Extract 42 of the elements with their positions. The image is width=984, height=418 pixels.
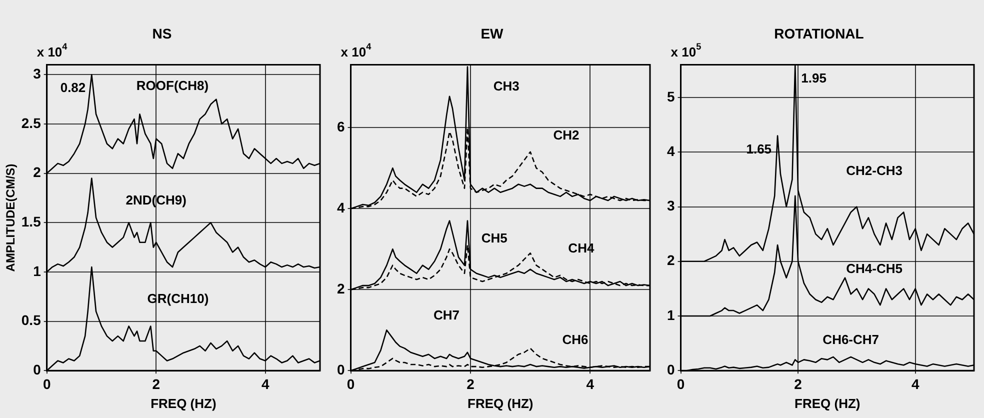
y-tick-label: 1 <box>33 262 42 279</box>
x-tick-label: 4 <box>911 376 920 392</box>
x-tick-label: 0 <box>346 376 355 392</box>
series-label: CH4-CH5 <box>846 261 902 276</box>
x-tick-label: 0 <box>676 376 685 392</box>
y-tick-label: 1 <box>666 306 675 323</box>
y-tick-label: 3 <box>33 66 42 82</box>
y-tick-label: 4 <box>666 143 675 160</box>
text: CH7 <box>434 308 460 322</box>
y-tick-label: 2 <box>666 252 675 268</box>
y-tick-label: 0 <box>336 361 345 378</box>
y-tick-label: 2 <box>33 164 42 180</box>
x-tick-label: 2 <box>794 376 802 392</box>
y-tick-label: 1.5 <box>21 213 42 230</box>
y-tick-label: 0 <box>33 361 42 378</box>
annotation: 1.95 <box>801 70 826 86</box>
y-tick-label: 0.5 <box>21 312 42 328</box>
series-label: CH2 <box>553 127 580 142</box>
chart-title: EW <box>480 25 504 42</box>
y-tick-label: 0 <box>666 361 675 378</box>
series-label: CH6-CH7 <box>822 332 880 348</box>
text: CH2-CH3 <box>846 162 902 178</box>
x-axis-title: FREQ (HZ) <box>794 396 860 411</box>
series-label: CH6 <box>562 332 588 347</box>
x-tick-label: 2 <box>466 376 475 392</box>
y-tick-label: 4 <box>336 199 345 216</box>
x-tick-label: 2 <box>152 376 160 392</box>
annotation: 0.82 <box>60 80 86 96</box>
x-tick-label: 4 <box>586 376 594 392</box>
series-label: CH3 <box>493 78 520 94</box>
chart-title: NS <box>152 25 172 42</box>
y-tick-label: 2.5 <box>21 114 42 131</box>
series-label: CH5 <box>481 230 508 246</box>
y-tick-label: 3 <box>666 198 675 214</box>
y-tick-label: 2 <box>336 280 345 296</box>
y-tick-label: 6 <box>336 118 345 134</box>
x-axis-title: FREQ (HZ) <box>150 396 216 411</box>
y-axis-title: AMPLITUDE(CM/S) <box>4 164 18 272</box>
x-tick-label: 4 <box>261 376 270 392</box>
y-tick-label: 5 <box>666 88 675 104</box>
x-axis-title: FREQ (HZ) <box>468 396 534 411</box>
chart-title: ROTATIONAL <box>774 25 864 42</box>
